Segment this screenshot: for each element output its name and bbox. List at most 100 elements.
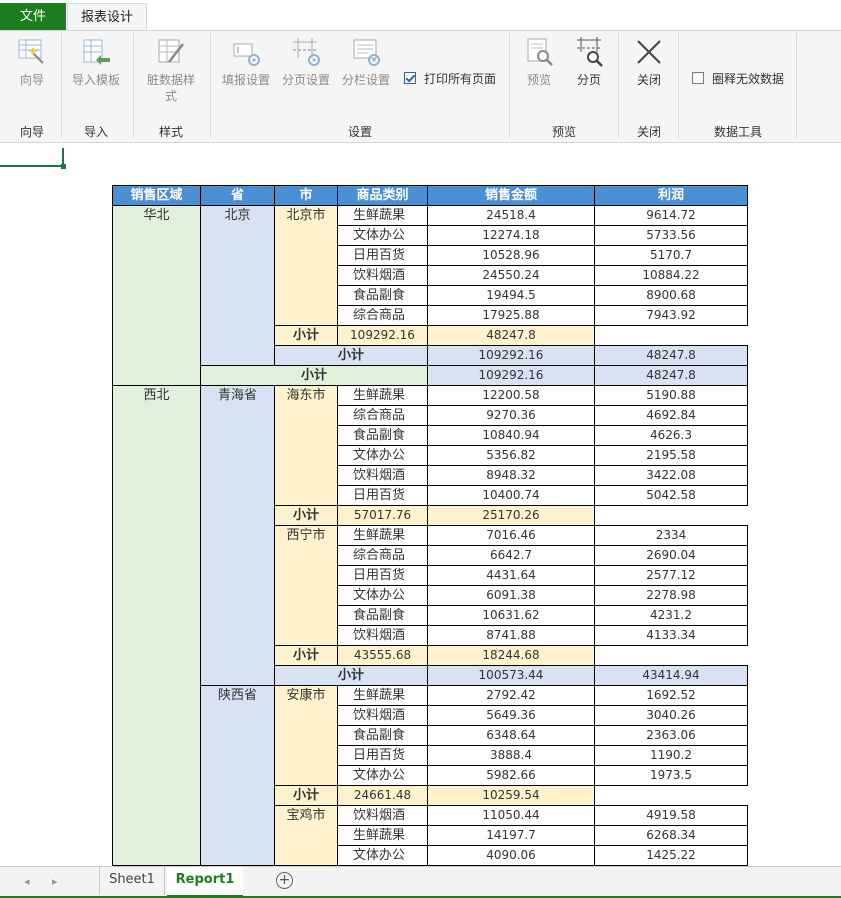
sales-subtotal-cell[interactable]: 109292.16: [427, 365, 595, 386]
page-settings-button[interactable]: 分页设置: [278, 36, 334, 88]
header-profit[interactable]: 利润: [594, 185, 748, 206]
sales-cell[interactable]: 12274.18: [427, 225, 595, 246]
profit-subtotal-cell[interactable]: 10259.54: [427, 785, 595, 806]
sales-subtotal-cell[interactable]: 100573.44: [427, 665, 595, 686]
profit-cell[interactable]: 8900.68: [594, 285, 748, 306]
tab-report-design[interactable]: 报表设计: [67, 3, 147, 31]
sales-cell[interactable]: 9270.36: [427, 405, 595, 426]
category-cell[interactable]: 文体办公: [337, 445, 428, 466]
fill-settings-button[interactable]: 填报设置: [218, 36, 274, 88]
category-cell[interactable]: 日用百货: [337, 245, 428, 266]
sales-cell[interactable]: 5982.66: [427, 765, 595, 786]
dirty-style-button[interactable]: 脏数据样式: [142, 36, 200, 104]
sales-cell[interactable]: 6642.7: [427, 545, 595, 566]
city-cell[interactable]: 安康市: [274, 685, 338, 786]
category-cell[interactable]: 食品副食: [337, 285, 428, 306]
sales-subtotal-cell[interactable]: 57017.76: [337, 505, 428, 526]
print-all-pages-checkbox[interactable]: 打印所有页面: [404, 70, 496, 87]
sales-cell[interactable]: 4431.64: [427, 565, 595, 586]
sales-subtotal-cell[interactable]: 24661.48: [337, 785, 428, 806]
profit-cell[interactable]: 2363.06: [594, 725, 748, 746]
region-cell[interactable]: 华北: [112, 205, 201, 386]
sales-cell[interactable]: 4090.06: [427, 845, 595, 866]
category-cell[interactable]: 日用百货: [337, 745, 428, 766]
profit-cell[interactable]: 4919.58: [594, 805, 748, 826]
category-cell[interactable]: 日用百货: [337, 565, 428, 586]
add-sheet-icon[interactable]: +: [276, 872, 293, 889]
sales-cell[interactable]: 2792.42: [427, 685, 595, 706]
category-cell[interactable]: 生鲜蔬果: [337, 825, 428, 846]
profit-subtotal-cell[interactable]: 48247.8: [427, 325, 595, 346]
sales-cell[interactable]: 24550.24: [427, 265, 595, 286]
province-cell[interactable]: 陕西省: [200, 685, 275, 866]
profit-cell[interactable]: 9614.72: [594, 205, 748, 226]
sales-cell[interactable]: 6348.64: [427, 725, 595, 746]
category-cell[interactable]: 食品副食: [337, 605, 428, 626]
sales-cell[interactable]: 19494.5: [427, 285, 595, 306]
sales-cell[interactable]: 12200.58: [427, 385, 595, 406]
subtotal-label[interactable]: 小计: [200, 365, 428, 386]
category-cell[interactable]: 生鲜蔬果: [337, 525, 428, 546]
wizard-button[interactable]: 向导: [12, 36, 52, 88]
sales-cell[interactable]: 10400.74: [427, 485, 595, 506]
sales-cell[interactable]: 7016.46: [427, 525, 595, 546]
column-settings-button[interactable]: 分栏设置: [338, 36, 394, 88]
subtotal-label[interactable]: 小计: [274, 345, 428, 366]
circle-invalid-data-checkbox[interactable]: 圈释无效数据: [692, 70, 784, 87]
category-cell[interactable]: 文体办公: [337, 845, 428, 866]
city-cell[interactable]: 西宁市: [274, 525, 338, 646]
profit-cell[interactable]: 4626.3: [594, 425, 748, 446]
profit-cell[interactable]: 1425.22: [594, 845, 748, 866]
sales-cell[interactable]: 24518.4: [427, 205, 595, 226]
profit-cell[interactable]: 2278.98: [594, 585, 748, 606]
profit-cell[interactable]: 6268.34: [594, 825, 748, 846]
profit-subtotal-cell[interactable]: 48247.8: [594, 365, 748, 386]
sheet-tab-report1[interactable]: Report1: [167, 867, 243, 897]
profit-cell[interactable]: 2577.12: [594, 565, 748, 586]
sales-cell[interactable]: 5356.82: [427, 445, 595, 466]
profit-cell[interactable]: 3422.08: [594, 465, 748, 486]
category-cell[interactable]: 饮料烟酒: [337, 465, 428, 486]
fill-handle[interactable]: [61, 164, 66, 169]
scroll-right-icon[interactable]: ▸: [52, 875, 58, 888]
province-cell[interactable]: 青海省: [200, 385, 275, 686]
header-province[interactable]: 省: [200, 185, 275, 206]
profit-cell[interactable]: 1190.2: [594, 745, 748, 766]
subtotal-label[interactable]: 小计: [274, 785, 338, 806]
profit-subtotal-cell[interactable]: 18244.68: [427, 645, 595, 666]
subtotal-label[interactable]: 小计: [274, 645, 338, 666]
header-category[interactable]: 商品类别: [337, 185, 428, 206]
profit-subtotal-cell[interactable]: 25170.26: [427, 505, 595, 526]
tab-file[interactable]: 文件: [0, 3, 66, 31]
profit-cell[interactable]: 5733.56: [594, 225, 748, 246]
sales-subtotal-cell[interactable]: 109292.16: [427, 345, 595, 366]
header-sales[interactable]: 销售金额: [427, 185, 595, 206]
category-cell[interactable]: 文体办公: [337, 585, 428, 606]
sales-cell[interactable]: 11050.44: [427, 805, 595, 826]
profit-cell[interactable]: 5190.88: [594, 385, 748, 406]
profit-subtotal-cell[interactable]: 48247.8: [594, 345, 748, 366]
category-cell[interactable]: 生鲜蔬果: [337, 685, 428, 706]
profit-cell[interactable]: 4231.2: [594, 605, 748, 626]
region-cell[interactable]: 西北: [112, 385, 201, 866]
profit-cell[interactable]: 4133.34: [594, 625, 748, 646]
profit-cell[interactable]: 5042.58: [594, 485, 748, 506]
category-cell[interactable]: 生鲜蔬果: [337, 205, 428, 226]
profit-cell[interactable]: 10884.22: [594, 265, 748, 286]
category-cell[interactable]: 综合商品: [337, 305, 428, 326]
preview-button[interactable]: 预览: [518, 36, 560, 88]
sales-subtotal-cell[interactable]: 43555.68: [337, 645, 428, 666]
profit-cell[interactable]: 2334: [594, 525, 748, 546]
category-cell[interactable]: 综合商品: [337, 545, 428, 566]
profit-cell[interactable]: 5170.7: [594, 245, 748, 266]
sales-cell[interactable]: 3888.4: [427, 745, 595, 766]
close-button[interactable]: 关闭: [627, 36, 671, 88]
category-cell[interactable]: 饮料烟酒: [337, 805, 428, 826]
province-cell[interactable]: 北京: [200, 205, 275, 366]
sales-cell[interactable]: 8741.88: [427, 625, 595, 646]
sales-cell[interactable]: 10631.62: [427, 605, 595, 626]
subtotal-label[interactable]: 小计: [274, 325, 338, 346]
city-cell[interactable]: 宝鸡市: [274, 805, 338, 866]
category-cell[interactable]: 食品副食: [337, 725, 428, 746]
profit-cell[interactable]: 7943.92: [594, 305, 748, 326]
